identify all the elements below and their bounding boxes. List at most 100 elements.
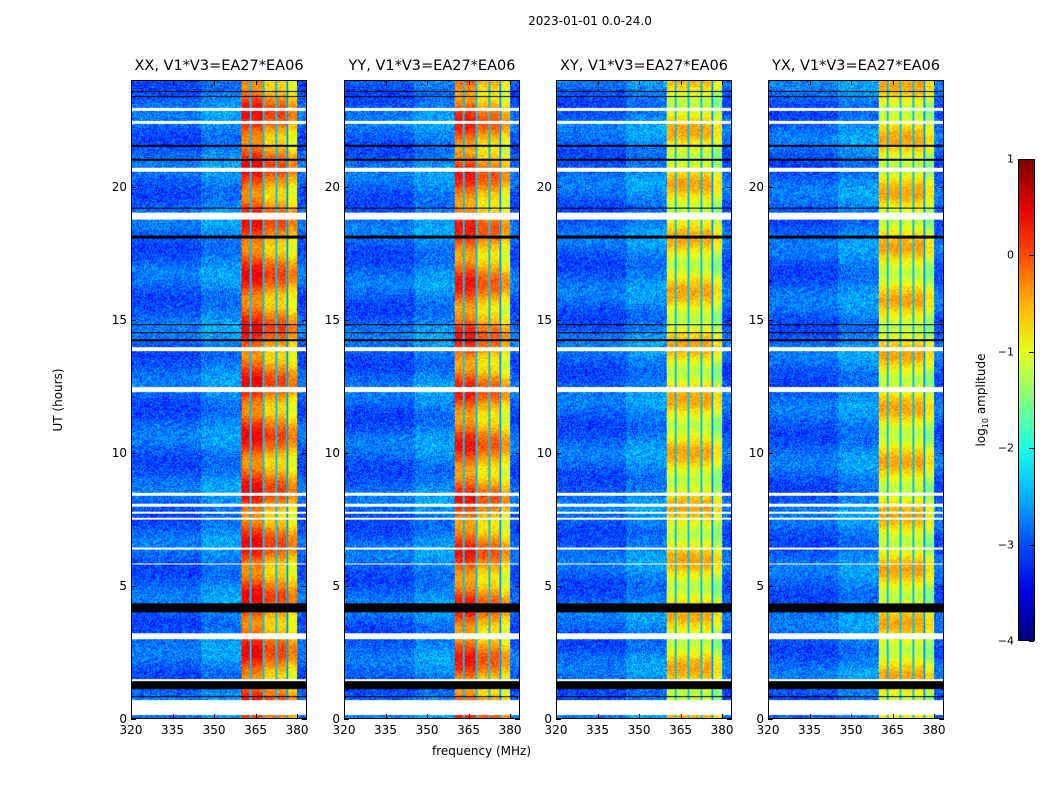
x-tick-label: 320 — [756, 723, 780, 737]
y-axis-label: UT (hours) — [51, 368, 65, 432]
x-tick-label: 350 — [627, 723, 651, 737]
y-tick-label: 0 — [756, 712, 764, 726]
x-tick-mark — [768, 80, 769, 85]
x-tick-mark — [214, 80, 216, 85]
y-tick-mark — [344, 319, 349, 321]
y-tick-label: 20 — [111, 179, 127, 194]
y-tick-label: 10 — [536, 445, 552, 460]
panel-title: YY, V1*V3=EA27*EA06 — [348, 58, 516, 74]
y-tick-mark — [768, 719, 773, 720]
x-tick-mark — [131, 714, 132, 719]
x-tick-label: 335 — [798, 723, 821, 737]
x-tick-mark — [851, 80, 853, 85]
x-tick-mark — [892, 714, 894, 719]
x-tick-mark — [851, 714, 853, 719]
x-tick-mark — [172, 714, 174, 719]
x-tick-mark — [934, 714, 936, 719]
x-tick-label: 365 — [457, 723, 480, 737]
y-tick-label: 5 — [119, 578, 127, 593]
y-tick-label: 5 — [756, 578, 764, 593]
colorbar-tick-label: −1 — [997, 345, 1014, 359]
y-tick-label: 10 — [324, 445, 340, 460]
y-tick-label: 5 — [332, 578, 340, 593]
x-tick-mark — [131, 80, 132, 85]
x-tick-mark — [255, 80, 257, 85]
x-tick-mark — [510, 714, 512, 719]
y-tick-mark — [131, 452, 136, 454]
x-tick-mark — [680, 80, 682, 85]
x-tick-label: 365 — [244, 723, 267, 737]
y-tick-mark — [768, 186, 773, 188]
y-tick-mark — [768, 452, 773, 454]
x-tick-mark — [510, 80, 512, 85]
y-tick-mark — [939, 585, 944, 587]
x-tick-mark — [468, 714, 470, 719]
x-tick-label: 380 — [710, 723, 734, 737]
panel-xx: XX, V1*V3=EA27*EA06 320 335 350 365 380 0 5 10 1… — [112, 58, 309, 737]
x-tick-mark — [427, 714, 429, 719]
y-tick-mark — [515, 585, 520, 587]
x-tick-mark — [809, 80, 811, 85]
y-tick-label: 15 — [748, 312, 764, 327]
x-tick-mark — [255, 714, 257, 719]
x-tick-label: 320 — [544, 723, 568, 737]
y-tick-mark — [344, 452, 349, 454]
heatmap-yx — [768, 80, 944, 719]
x-tick-mark — [468, 80, 470, 85]
y-tick-mark — [515, 719, 520, 720]
x-tick-mark — [427, 80, 429, 85]
y-tick-mark — [344, 719, 349, 720]
panel-xy: XY, V1*V3=EA27*EA06 320 335 350 365 380 0 5 10 1… — [537, 58, 734, 737]
x-tick-mark — [768, 714, 769, 719]
colorbar-tick-mark — [1029, 255, 1034, 257]
heatmap-xy — [556, 80, 732, 719]
x-tick-mark — [214, 714, 216, 719]
colorbar-tick-label: −4 — [997, 634, 1014, 648]
x-tick-label: 365 — [669, 723, 692, 737]
y-tick-mark — [556, 719, 561, 720]
x-tick-label: 380 — [498, 723, 522, 737]
y-tick-mark — [768, 585, 773, 587]
x-tick-mark — [934, 80, 936, 85]
x-tick-mark — [385, 80, 387, 85]
y-tick-label: 0 — [544, 712, 552, 726]
y-tick-mark — [344, 585, 349, 587]
colorbar-tick-label: 0 — [1007, 248, 1014, 262]
heatmap-xx — [131, 80, 307, 719]
y-tick-label: 0 — [119, 712, 127, 726]
y-tick-mark — [302, 452, 307, 454]
y-tick-label: 10 — [748, 445, 764, 460]
y-tick-label: 15 — [111, 312, 127, 327]
y-tick-mark — [727, 719, 732, 720]
x-tick-label: 320 — [332, 723, 356, 737]
x-tick-mark — [597, 80, 599, 85]
panel-title: XX, V1*V3=EA27*EA06 — [134, 58, 304, 74]
x-tick-label: 380 — [285, 723, 309, 737]
y-tick-mark — [727, 319, 732, 321]
y-tick-label: 10 — [111, 445, 127, 460]
y-tick-mark — [131, 319, 136, 321]
figure-title: 2023-01-01 0.0-24.0 — [528, 14, 652, 28]
colorbar-tick-mark — [1029, 544, 1034, 546]
x-tick-label: 350 — [839, 723, 863, 737]
y-tick-mark — [515, 319, 520, 321]
heatmap-yy — [344, 80, 520, 719]
y-tick-label: 0 — [332, 712, 340, 726]
y-tick-label: 5 — [544, 578, 552, 593]
y-tick-mark — [131, 585, 136, 587]
y-tick-mark — [556, 452, 561, 454]
y-tick-mark — [302, 319, 307, 321]
y-tick-mark — [727, 585, 732, 587]
x-tick-mark — [344, 714, 345, 719]
y-tick-mark — [515, 186, 520, 188]
panel-yx: YX, V1*V3=EA27*EA06 320 335 350 365 380 0 5 10 1… — [749, 58, 946, 737]
y-tick-mark — [727, 186, 732, 188]
x-tick-label: 335 — [586, 723, 609, 737]
x-tick-mark — [172, 80, 174, 85]
x-tick-mark — [556, 80, 557, 85]
x-tick-mark — [344, 80, 345, 85]
y-tick-mark — [939, 719, 944, 720]
x-tick-label: 365 — [881, 723, 904, 737]
x-tick-mark — [680, 714, 682, 719]
x-tick-mark — [722, 714, 724, 719]
